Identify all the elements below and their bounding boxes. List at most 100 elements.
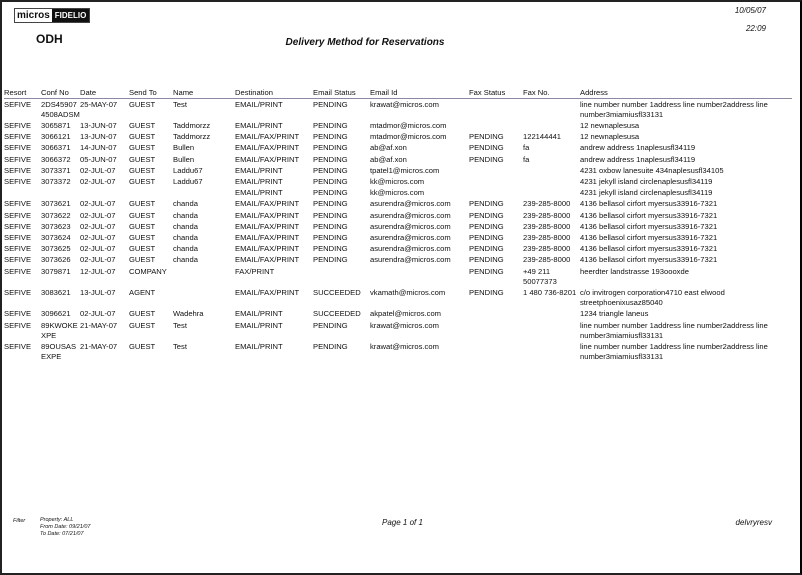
cell-fax-no: +49 211 50077373 (523, 266, 557, 286)
cell-name: Test (173, 320, 187, 330)
cell-name: Taddmorzz (173, 132, 211, 142)
cell-resort: SEFIVE (4, 320, 32, 330)
cell-date: 02-JUL-07 (80, 165, 116, 175)
table-row: SEFIVE 3066121 13-JUN-07 GUEST Taddmorzz EMAI… (4, 132, 792, 143)
cell-name: Laddu67 (173, 165, 203, 175)
cell-conf-no: 3073372 (41, 176, 71, 186)
filter-property: Property: ALL (40, 517, 74, 523)
cell-conf-no (41, 188, 80, 199)
cell-fax-status: PENDING (469, 154, 504, 164)
cell-date: 12-JUL-07 (80, 266, 116, 276)
cell-fax-status: PENDING (469, 255, 504, 265)
table-row: SEFIVE 89KWOKE XPE 21-MAY-07 GUEST Test EMAIL… (4, 320, 792, 341)
cell-resort (4, 188, 41, 199)
cell-conf-no: 89OUSAS EXPE (41, 341, 77, 362)
filter-from-date: From Date: 09/21/07 (40, 524, 91, 530)
cell-send-to: GUEST (129, 176, 156, 186)
cell-email-id: ab@af.xon (370, 143, 407, 153)
table-row: SEFIVE 3065871 13-JUN-07 GUEST Taddmorzz EMAI… (4, 120, 792, 131)
cell-date: 02-JUL-07 (80, 309, 116, 319)
cell-email-id: asurendra@micros.com (370, 199, 451, 209)
cell-fax-status (469, 165, 523, 176)
cell-name: Test (173, 341, 187, 351)
cell-email-id: asurendra@micros.com (370, 255, 451, 265)
column-header-conf-no: Conf No (41, 87, 80, 99)
filter-values: Property: ALL From Date: 09/21/07 To Dat… (40, 517, 90, 538)
cell-resort: SEFIVE (4, 154, 32, 164)
cell-fax-status: PENDING (469, 287, 504, 297)
cell-email-status: PENDING (313, 132, 348, 142)
cell-destination: EMAIL/FAX/PRINT (235, 221, 300, 231)
cell-conf-no: 3065871 (41, 120, 71, 130)
cell-name: chanda (173, 221, 198, 231)
cell-name: Test (173, 99, 187, 109)
logo-micros: micros (17, 10, 50, 21)
table-row: SEFIVE 89OUSAS EXPE 21-MAY-07 GUEST Test EMAI… (4, 341, 792, 362)
cell-conf-no: 3096621 (41, 309, 71, 319)
table-row: SEFIVE 3073622 02-JUL-07 GUEST chanda EMAIL/F… (4, 210, 792, 221)
cell-name: chanda (173, 244, 198, 254)
cell-resort: SEFIVE (4, 176, 32, 186)
cell-name: chanda (173, 199, 198, 209)
cell-fax-status: PENDING (469, 232, 504, 242)
cell-send-to: GUEST (129, 165, 156, 175)
column-header-send-to: Send To (129, 87, 173, 99)
cell-name (173, 287, 235, 308)
cell-fax-no: 239-285-8000 (523, 199, 571, 209)
cell-fax-no: fa (523, 154, 530, 164)
cell-name: Wadehra (173, 309, 204, 319)
cell-destination: EMAIL/FAX/PRINT (235, 287, 300, 297)
cell-send-to: GUEST (129, 99, 156, 109)
cell-email-status: PENDING (313, 176, 348, 186)
cell-fax-no: 239-285-8000 (523, 244, 571, 254)
cell-fax-no: 239-285-8000 (523, 232, 571, 242)
cell-send-to: GUEST (129, 341, 156, 351)
cell-fax-no: 122144441 (523, 132, 562, 142)
cell-resort: SEFIVE (4, 309, 32, 319)
table-row: SEFIVE 3073371 02-JUL-07 GUEST Laddu67 EMAIL/… (4, 165, 792, 176)
column-header-email-id: Email Id (370, 87, 469, 99)
cell-conf-no: 3073625 (41, 244, 71, 254)
cell-date: 02-JUL-07 (80, 199, 116, 209)
table-row: SEFIVE 3079871 12-JUL-07 COMPANY FAX/PRINT PE… (4, 266, 792, 287)
cell-address: andrew address 1naplesusfl34119 (580, 143, 696, 153)
cell-email-status: PENDING (313, 320, 348, 330)
cell-name: Bullen (173, 143, 195, 153)
report-code: delvryresv (735, 518, 772, 527)
table-row: SEFIVE 3073372 02-JUL-07 GUEST Laddu67 EMAIL/… (4, 176, 792, 187)
cell-destination: EMAIL/PRINT (235, 99, 283, 109)
column-header-fax-status: Fax Status (469, 87, 523, 99)
cell-send-to: GUEST (129, 255, 156, 265)
cell-email-status: PENDING (313, 255, 348, 265)
cell-resort: SEFIVE (4, 255, 32, 265)
cell-destination: EMAIL/FAX/PRINT (235, 210, 300, 220)
cell-email-id: kk@micros.com (370, 188, 425, 198)
report-date: 10/05/07 (734, 6, 766, 15)
cell-email-status: PENDING (313, 165, 348, 175)
cell-conf-no: 3073623 (41, 221, 71, 231)
cell-address: 4136 bellasol cirfort myersus33916-7321 (580, 244, 718, 254)
cell-conf-no: 3066372 (41, 154, 71, 164)
cell-email-status: SUCCEEDED (313, 309, 361, 319)
column-header-address: Address (580, 87, 792, 99)
cell-fax-no (523, 176, 580, 187)
cell-fax-no: fa (523, 143, 530, 153)
cell-resort: SEFIVE (4, 165, 32, 175)
cell-destination: EMAIL/FAX/PRINT (235, 199, 300, 209)
cell-fax-no (523, 165, 580, 176)
cell-date: 13-JUL-07 (80, 287, 116, 297)
cell-fax-no (523, 320, 580, 341)
table-row: SEFIVE 3073626 02-JUL-07 GUEST chanda EMAIL/F… (4, 255, 792, 266)
column-header-date: Date (80, 87, 129, 99)
cell-name: Laddu67 (173, 176, 203, 186)
cell-fax-no: 239-285-8000 (523, 221, 571, 231)
cell-fax-status (469, 320, 523, 341)
cell-name: chanda (173, 232, 198, 242)
cell-address: 4231 oxbow lanesuite 434naplesusfl34105 (580, 165, 724, 175)
cell-fax-status: PENDING (469, 199, 504, 209)
cell-send-to: GUEST (129, 232, 156, 242)
cell-email-id: asurendra@micros.com (370, 244, 451, 254)
cell-name (173, 266, 235, 287)
cell-date: 05-JUN-07 (80, 154, 117, 164)
cell-fax-status (469, 341, 523, 362)
